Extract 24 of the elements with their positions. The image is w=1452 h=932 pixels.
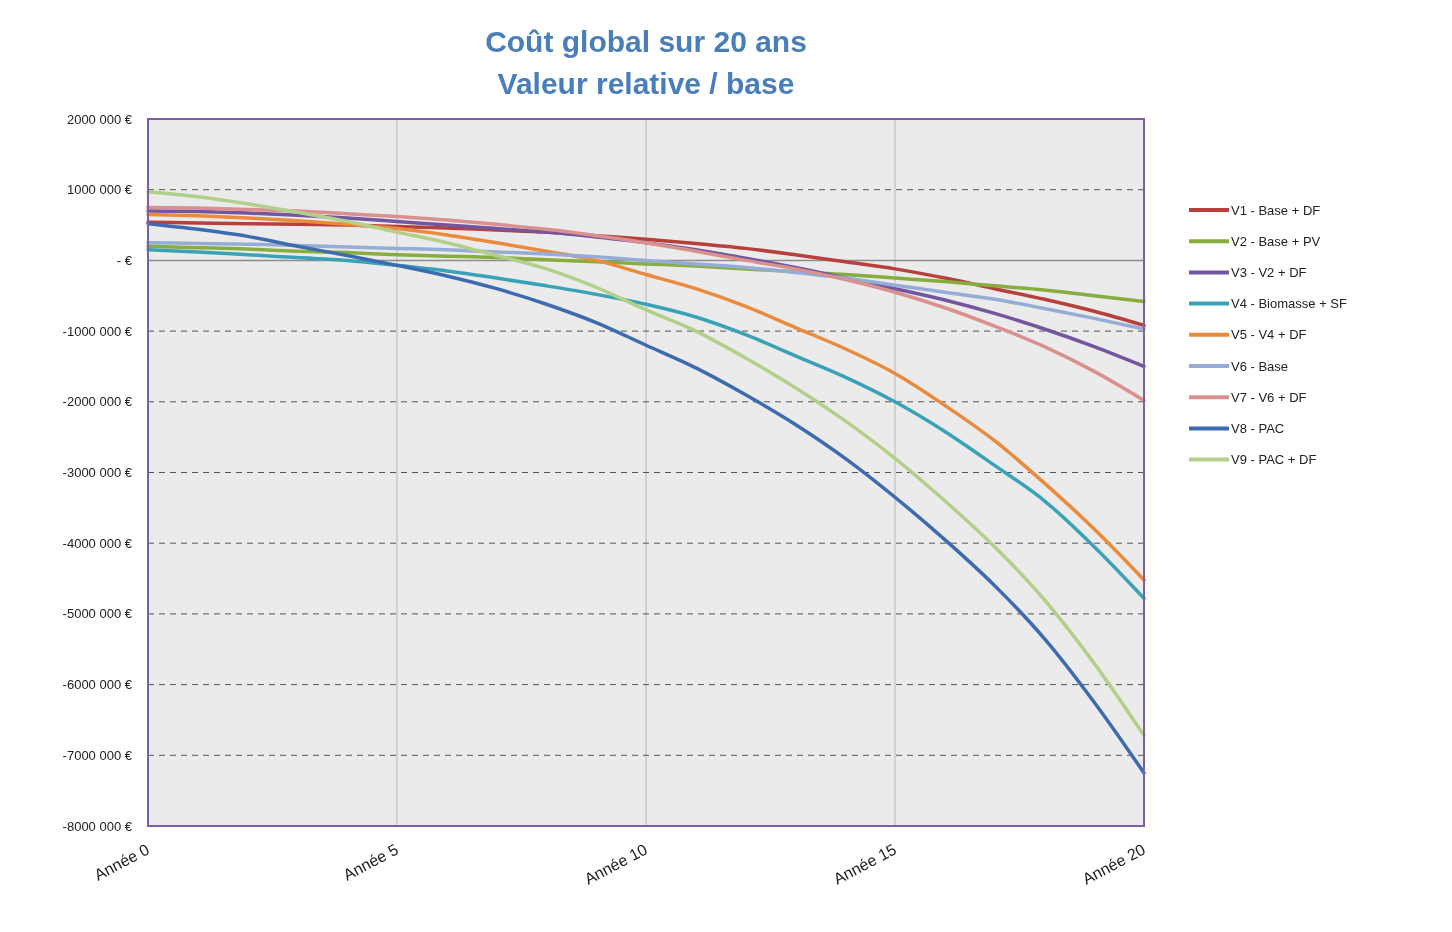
y-tick-label: 2000 000 € xyxy=(66,111,133,127)
legend-label: V3 - V2 + DF xyxy=(1231,264,1307,280)
legend-label: V4 - Biomasse + SF xyxy=(1231,296,1348,312)
legend-label: V7 - V6 + DF xyxy=(1231,389,1307,405)
legend-label: V8 - PAC xyxy=(1231,420,1285,436)
line-series xyxy=(146,240,1146,331)
legend-label: V9 - PAC + DF xyxy=(1231,452,1317,468)
y-tick-label: -3000 000 € xyxy=(62,465,133,481)
y-tick-label: -8000 000 € xyxy=(62,818,133,834)
chart-subtitle: Valeur relative / base xyxy=(497,67,795,100)
line-series xyxy=(146,205,1146,403)
y-tick-label: - € xyxy=(116,252,133,268)
y-tick-label: -7000 000 € xyxy=(62,747,133,763)
y-tick-label: -5000 000 € xyxy=(62,606,133,622)
y-tick-label: -4000 000 € xyxy=(62,535,133,551)
y-tick-label: 1000 000 € xyxy=(66,182,133,198)
chart-title: Coût global sur 20 ans xyxy=(485,25,807,58)
y-tick-label: -2000 000 € xyxy=(62,394,133,410)
legend-label: V2 - Base + PV xyxy=(1231,233,1321,249)
legend-label: V1 - Base + DF xyxy=(1231,202,1321,218)
y-tick-label: -6000 000 € xyxy=(62,677,133,693)
y-tick-label: -1000 000 € xyxy=(62,323,133,339)
legend-label: V5 - V4 + DF xyxy=(1231,327,1307,343)
legend-label: V6 - Base xyxy=(1231,358,1289,374)
